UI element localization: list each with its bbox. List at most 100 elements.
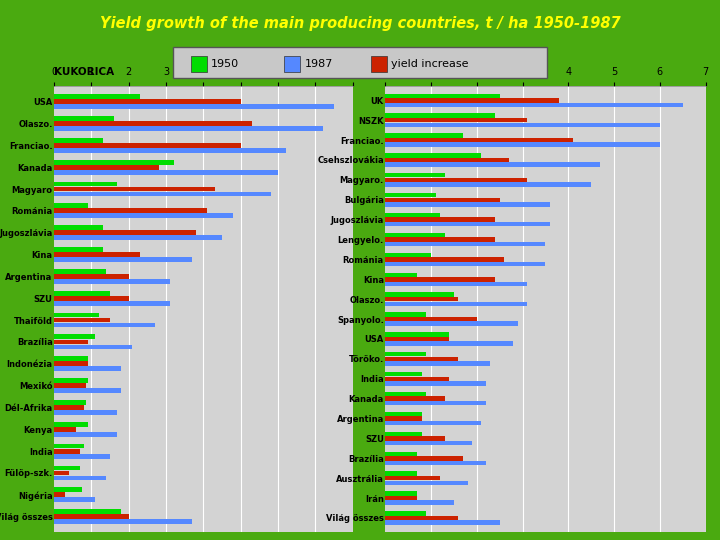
Bar [385, 441, 472, 445]
Bar [54, 99, 240, 104]
Bar [54, 301, 170, 306]
Bar [385, 113, 495, 118]
Bar [385, 496, 418, 500]
Text: KUKORICA: KUKORICA [54, 68, 114, 77]
Bar [385, 103, 683, 107]
Bar [54, 378, 88, 383]
Bar [385, 511, 426, 516]
Bar [54, 148, 286, 153]
Bar [54, 257, 192, 262]
Bar [54, 454, 110, 458]
Bar [385, 521, 500, 525]
Bar [385, 158, 509, 162]
Bar [385, 173, 445, 178]
Bar [54, 160, 174, 165]
Bar [54, 449, 80, 454]
Bar [54, 366, 121, 371]
Bar [54, 247, 102, 252]
Text: Yield growth of the main producing countries, t / ha 1950-1987: Yield growth of the main producing count… [99, 16, 621, 31]
Bar [54, 519, 192, 524]
Bar [54, 279, 170, 284]
Bar [54, 231, 196, 235]
Bar [385, 183, 591, 187]
Bar [385, 401, 486, 406]
Bar [54, 138, 102, 143]
Bar [385, 476, 440, 481]
Bar [385, 153, 482, 158]
Bar [54, 192, 271, 197]
Bar [385, 218, 495, 222]
Bar [54, 405, 84, 410]
Bar [385, 491, 418, 496]
Text: yield increase: yield increase [391, 59, 469, 69]
Bar [385, 361, 490, 366]
Bar [385, 143, 660, 147]
Bar [385, 123, 660, 127]
Bar [385, 293, 454, 297]
Bar [385, 213, 440, 217]
Bar [385, 93, 500, 98]
Bar [54, 274, 129, 279]
Bar [385, 471, 418, 476]
Bar [385, 138, 573, 142]
Bar [385, 392, 426, 396]
Text: 1950: 1950 [211, 59, 239, 69]
Bar [54, 345, 132, 349]
Bar [54, 94, 140, 99]
Bar [385, 431, 422, 436]
Bar [385, 98, 559, 103]
Bar [54, 313, 99, 318]
Bar [54, 126, 323, 131]
Bar [54, 487, 82, 492]
Bar [385, 381, 486, 386]
Bar [54, 383, 86, 388]
Bar [54, 323, 155, 327]
Bar [54, 269, 107, 274]
Bar [385, 297, 459, 301]
Bar [385, 238, 495, 242]
Bar [54, 104, 334, 109]
Bar [385, 372, 422, 376]
Bar [54, 181, 117, 186]
Bar [54, 470, 69, 475]
Bar [54, 318, 110, 322]
Bar [54, 388, 121, 393]
Bar [385, 178, 527, 182]
Bar [385, 202, 550, 206]
Bar [385, 337, 449, 341]
Bar [385, 456, 463, 461]
Bar [54, 187, 215, 192]
Bar [385, 461, 486, 465]
Text: 1987: 1987 [305, 59, 333, 69]
Bar [54, 340, 88, 345]
Bar [54, 356, 88, 361]
Bar [385, 277, 495, 281]
Bar [54, 509, 121, 514]
Bar [385, 376, 449, 381]
Bar [54, 361, 88, 366]
Bar [385, 193, 436, 198]
Bar [54, 497, 95, 502]
Bar [54, 225, 102, 230]
Bar [385, 233, 445, 237]
Bar [385, 396, 445, 401]
Bar [385, 118, 527, 123]
Bar [54, 204, 88, 208]
Bar [385, 198, 500, 202]
Bar [385, 481, 467, 485]
Bar [385, 352, 426, 356]
Bar [54, 170, 278, 174]
Bar [385, 302, 527, 306]
Bar [54, 476, 107, 481]
Bar [54, 291, 110, 295]
Bar [385, 253, 431, 257]
Bar [385, 312, 426, 316]
Bar [385, 163, 600, 167]
Bar [54, 165, 158, 170]
Bar [54, 116, 114, 121]
Bar [54, 427, 76, 431]
Bar [385, 222, 550, 226]
Bar [385, 412, 422, 416]
Bar [385, 321, 518, 326]
Bar [385, 416, 422, 421]
